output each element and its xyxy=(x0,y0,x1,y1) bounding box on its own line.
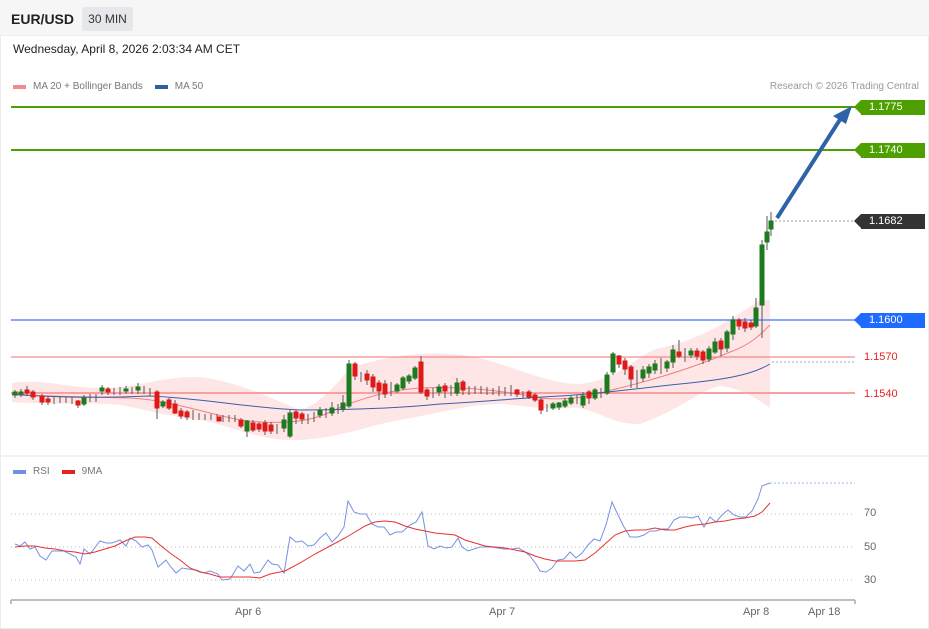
x-tick-apr6: Apr 6 xyxy=(235,606,262,618)
pivot-tag: 1.1600 xyxy=(854,313,925,328)
symbol-title: EUR/USD xyxy=(11,11,75,27)
panel-divider xyxy=(0,455,929,457)
rsi-line xyxy=(14,482,771,581)
legend-9ma: 9MA xyxy=(81,466,103,477)
x-tick-apr8: Apr 8 xyxy=(743,606,770,618)
ma20-swatch-icon xyxy=(13,84,26,89)
target1-tag: 1.1740 xyxy=(854,143,925,158)
legend-rsi: RSI xyxy=(33,466,50,477)
interval-button[interactable]: 30 MIN xyxy=(82,7,133,31)
ma50-swatch-icon xyxy=(154,84,168,89)
last-price-tag: 1.1682 xyxy=(854,214,925,229)
target2-tag: 1.1775 xyxy=(854,100,925,115)
support2-label: 1.1540 xyxy=(864,388,898,400)
arrow-head-icon xyxy=(833,106,852,124)
forecast-arrow xyxy=(775,116,843,220)
ma50-line xyxy=(11,363,771,411)
x-tick-apr18: Apr 18 xyxy=(808,606,841,618)
rsi-9ma-line xyxy=(14,502,771,579)
support1-label: 1.1570 xyxy=(864,351,898,363)
rsi-legend: RSI 9MA xyxy=(13,466,114,477)
x-tick-apr7: Apr 7 xyxy=(489,606,516,618)
rsi-tick-50: 50 xyxy=(864,541,877,553)
rsi-swatch-icon xyxy=(13,469,26,474)
copyright: Research © 2026 Trading Central xyxy=(769,81,919,92)
header-bar: EUR/USD 30 MIN xyxy=(0,0,929,36)
price-legend: MA 20 + Bollinger Bands MA 50 xyxy=(13,81,215,92)
rsi-tick-30: 30 xyxy=(864,574,877,586)
candles xyxy=(12,212,774,438)
legend-ma20: MA 20 + Bollinger Bands xyxy=(33,81,143,92)
rsi-tick-70: 70 xyxy=(864,507,877,519)
timestamp: Wednesday, April 8, 2026 2:03:34 AM CET xyxy=(13,42,241,56)
9ma-swatch-icon xyxy=(61,469,75,474)
legend-ma50: MA 50 xyxy=(174,81,204,92)
